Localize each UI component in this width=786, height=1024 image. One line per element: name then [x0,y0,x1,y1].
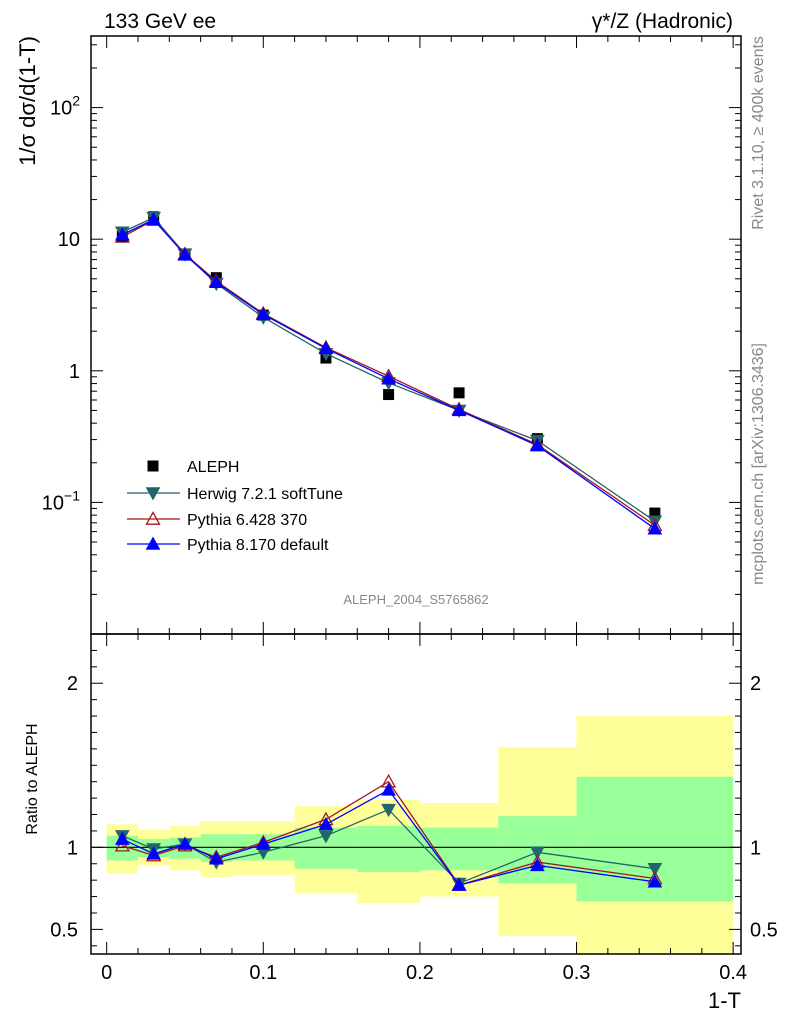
legend-pythia-6-428-370-label: Pythia 6.428 370 [187,512,307,529]
legend: ALEPH Herwig 7.2.1 softTune Pythia 6.428 3… [127,459,343,554]
legend-pythia-6-428-370-marker [145,511,161,525]
main-y-tick-label-2: 10 [58,229,80,251]
legend-aleph-marker [147,460,159,472]
main-pythia-8-170-default-point-7 [451,402,467,417]
ratio-herwig-7-2-1-softtune-point-6 [381,803,396,818]
main-pythia-8-170-default-line [122,218,656,530]
main-y-axis-label: 1/σ dσ/d(1-T) [15,36,40,166]
main-y-tick-label-0: 10−1 [42,487,80,514]
main-y-tick-label-1: 1 [69,361,80,383]
ratio-pythia-8-170-default-point-1 [146,846,162,860]
main-aleph-point-9 [649,507,661,519]
main-pythia-8-170-default-point-9 [647,521,663,535]
ratio-pythia-8-170-default-point-3 [208,851,224,865]
x-axis-label: 1-T [708,988,741,1013]
ratio-herwig-7-2-1-softtune-point-5 [318,830,334,844]
analysis-id-label: ALEPH_2004_S5765862 [343,592,488,607]
ratio-pythia-8-170-default-point-5 [318,816,334,831]
ratio-series-group [114,773,663,891]
mcplots-reference-label: mcplots.cern.ch [arXiv:1306.3436] [750,343,767,585]
ratio-pythia-8-170-default-point-2 [177,836,193,850]
tick-labels: 10−1 1 10 102 0.5 0.5 1 1 2 2 0 0.1 0.2 0.3 0.4 [42,93,778,984]
x-tick-label-4: 0.4 [719,962,747,984]
legend-pythia-8-170-default-label: Pythia 8.170 default [187,537,329,554]
ratio-herwig-7-2-1-softtune-point-9 [647,862,663,877]
ratio-pythia-8-170-default-line [122,789,655,886]
band-inner-6 [357,826,420,872]
x-tick-label-1: 0.1 [249,962,277,984]
header-left-label: 133 GeV ee [104,10,216,33]
ratio-y-tick-label-right-2: 2 [750,673,761,695]
rivet-version-label: Rivet 3.1.10, ≥ 400k events [750,36,767,230]
ratio-y-tick-label-left-2: 2 [67,673,78,695]
ratio-herwig-7-2-1-softtune-point-8 [530,846,545,860]
main-y-tick-label-3: 102 [50,93,80,120]
main-pythia-8-170-default-point-6 [381,371,396,385]
ratio-y-tick-label-right-0: 0.5 [750,919,778,941]
x-tick-label-0: 0 [101,962,112,984]
main-pythia-8-170-default-point-0 [114,227,130,241]
main-pythia-8-170-default-point-4 [255,306,271,321]
ratio-pythia-8-170-default-point-7 [451,877,467,891]
main-series-group [114,211,663,535]
axis-ticks [91,36,741,954]
legend-aleph-label: ALEPH [187,459,239,476]
main-aleph-point-7 [453,387,465,399]
main-herwig-7-2-1-softtune-line [122,216,656,522]
legend-herwig-7-2-1-softtune-marker [145,487,161,501]
ratio-herwig-7-2-1-softtune-line [122,808,655,885]
ratio-pythia-8-170-default-point-9 [647,874,663,888]
main-pythia-8-170-default-point-5 [318,340,334,355]
main-pythia-8-170-default-point-1 [146,212,162,226]
main-pythia-8-170-default-point-2 [177,247,193,261]
ratio-pythia-6-428-370-point-0 [114,837,130,852]
main-aleph-point-6 [383,389,395,401]
header-right-label: γ*/Z (Hadronic) [592,10,733,33]
x-tick-label-3: 0.3 [563,962,591,984]
ratio-pythia-6-428-370-line [122,780,655,886]
ratio-y-tick-label-left-1: 1 [67,837,78,859]
ratio-y-axis-label: Ratio to ALEPH [24,723,41,834]
ratio-y-tick-label-left-0: 0.5 [50,919,78,941]
main-pythia-8-170-default-point-3 [208,274,224,289]
ratio-pythia-8-170-default-point-0 [114,831,130,845]
ratio-pythia-8-170-default-point-8 [530,857,545,872]
legend-pythia-8-170-default-marker [145,536,161,550]
legend-herwig-7-2-1-softtune-label: Herwig 7.2.1 softTune [187,486,343,503]
ratio-pythia-8-170-default-point-6 [381,782,396,796]
main-pythia-8-170-default-point-8 [530,438,545,452]
x-tick-label-2: 0.2 [406,962,434,984]
ratio-panel-frame [90,633,742,955]
ratio-pythia-8-170-default-point-4 [255,836,271,850]
ratio-uncertainty-bands [91,716,741,954]
ratio-y-tick-label-right-1: 1 [750,837,761,859]
